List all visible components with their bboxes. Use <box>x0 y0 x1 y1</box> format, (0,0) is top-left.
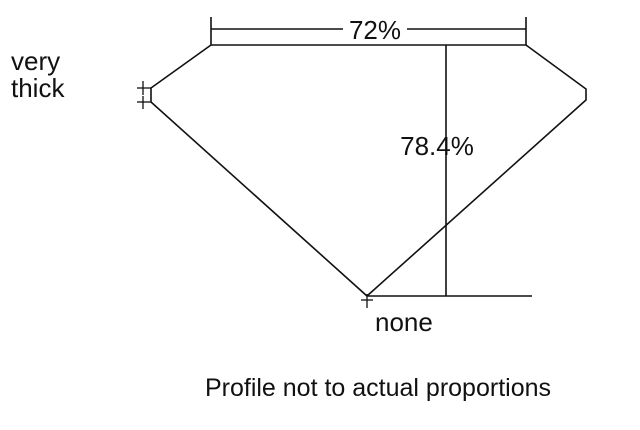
culet-label: none <box>375 307 433 337</box>
caption: Profile not to actual proportions <box>205 374 551 402</box>
table-percent-label: 72% <box>349 15 401 45</box>
girdle-label-line2: thick <box>11 73 65 103</box>
girdle-label-line1: very <box>11 46 60 76</box>
culet-marker <box>361 294 373 308</box>
girdle-marker <box>137 81 151 109</box>
depth-percent-label: 78.4% <box>400 131 474 161</box>
diamond-outline <box>150 44 587 298</box>
